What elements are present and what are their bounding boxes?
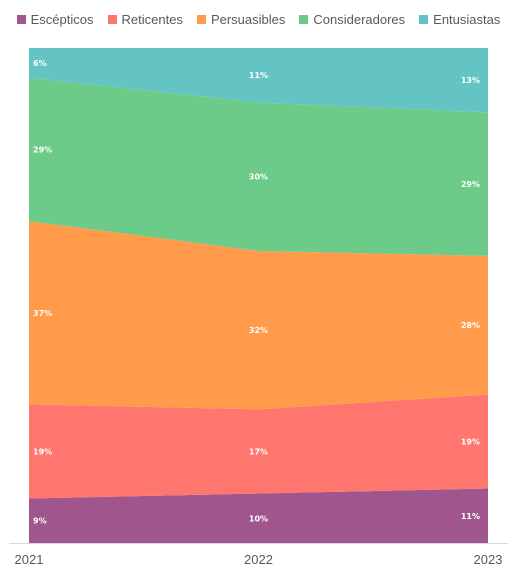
x-axis-ticks: 2021 2022 2023 <box>15 552 503 567</box>
legend-item-entusiastas: Entusiastas <box>419 12 500 27</box>
legend-swatch <box>419 14 429 24</box>
x-tick-label-2023: 2023 <box>474 552 503 567</box>
areas-layer <box>29 48 488 543</box>
x-tick-label-2021: 2021 <box>15 552 44 567</box>
chart-legend: Escépticos Reticentes Persuasibles Consider… <box>0 8 517 30</box>
legend-item-consideradores: Consideradores <box>299 12 405 27</box>
data-label-consideradores-2021: 29% <box>33 145 52 154</box>
data-label-entusiastas-2022: 11% <box>249 71 268 80</box>
data-label-entusiastas-2021: 6% <box>33 59 47 68</box>
data-label-reticentes-2021: 19% <box>33 447 52 456</box>
data-label-persuasibles-2023: 28% <box>461 321 480 330</box>
area-persuasibles <box>29 221 488 410</box>
data-label-reticentes-2022: 17% <box>249 447 268 456</box>
data-labels-layer: 9% 10% 11% 19% 17% 19% 37% 32% 28% 29% 30% 29% 6% 11%… <box>33 59 480 526</box>
legend-swatch <box>107 14 117 24</box>
legend-item-persuasibles: Persuasibles <box>196 11 286 27</box>
data-label-escepticos-2023: 11% <box>461 512 480 521</box>
area-reticentes <box>29 394 488 499</box>
data-label-consideradores-2023: 29% <box>461 180 480 189</box>
data-label-escepticos-2021: 9% <box>33 517 47 526</box>
area-consideradores <box>29 77 488 256</box>
x-tick-label-2022: 2022 <box>244 552 273 567</box>
legend-swatch <box>196 14 206 24</box>
legend-label: Escépticos <box>30 11 94 27</box>
data-label-entusiastas-2023: 13% <box>461 76 480 85</box>
legend-swatch <box>299 14 309 24</box>
legend-label: Reticentes <box>121 11 183 27</box>
data-label-consideradores-2022: 30% <box>249 173 268 182</box>
legend-label: Entusiastas <box>433 11 501 27</box>
data-label-reticentes-2023: 19% <box>461 438 480 447</box>
legend-item-reticentes: Reticentes <box>107 11 183 27</box>
legend-item-escepticos: Escépticos <box>16 11 94 27</box>
data-label-persuasibles-2021: 37% <box>33 309 52 318</box>
data-label-escepticos-2022: 10% <box>249 514 268 523</box>
legend-swatch <box>16 14 26 24</box>
legend-label: Consideradores <box>313 11 406 27</box>
data-label-persuasibles-2022: 32% <box>249 326 268 335</box>
area-entusiastas <box>29 48 488 113</box>
legend-label: Persuasibles <box>210 11 286 27</box>
area-escepticos <box>29 488 488 543</box>
